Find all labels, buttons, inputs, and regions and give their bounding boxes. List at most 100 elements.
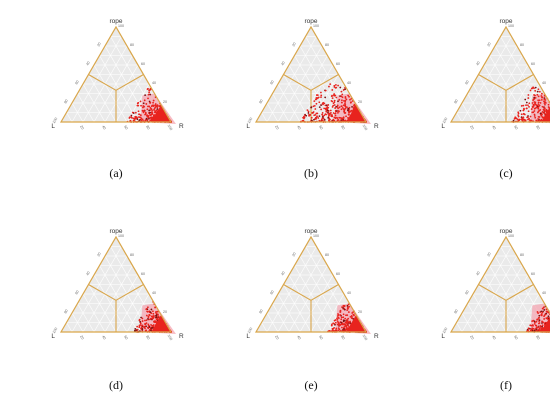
triangle-border [254, 25, 368, 123]
scatter-point [141, 317, 144, 320]
tick-label-r: 80 [535, 125, 540, 130]
scatter-point [338, 322, 340, 325]
scatter-point [131, 111, 134, 114]
tick-label-rope: 60 [141, 272, 145, 276]
scatter-point [146, 326, 149, 329]
scatter-point [542, 109, 545, 111]
scatter-point [138, 324, 141, 327]
scatter-point [541, 105, 544, 108]
scatter-point [321, 112, 324, 114]
region-boundaries [478, 74, 534, 122]
scatter-point [521, 119, 524, 121]
scatter-point [330, 324, 333, 327]
scatter-point [147, 88, 149, 90]
scatter-point [342, 307, 345, 309]
vertex-label-l: L [441, 333, 445, 340]
ternary-panel-a: rope L R 100 80 60 40 20 20 40 60 80 100 20 40 60 80 100 [45, 15, 195, 150]
ternary-panel-d: rope L R 100 80 60 40 20 20 40 60 80 100 20 40 60 80 100 [45, 225, 195, 360]
scatter-point [339, 311, 342, 313]
scatter-point [346, 304, 349, 307]
scatter-point [344, 107, 347, 110]
scatter-point [539, 327, 542, 329]
tick-label-l: 80 [453, 309, 458, 314]
scatter-point [320, 108, 323, 111]
tick-label-l: 100 [52, 327, 58, 334]
scatter-point [350, 101, 352, 104]
scatter-point [140, 326, 143, 329]
scatter-point [152, 312, 155, 315]
scatter-point [144, 94, 147, 97]
tick-label-rope: 60 [336, 62, 340, 66]
scatter-point [333, 93, 336, 95]
scatter-point [525, 104, 527, 107]
tick-label-l: 100 [442, 327, 448, 334]
scatter-point [149, 119, 152, 122]
tick-label-l: 40 [475, 271, 480, 276]
dense-core [151, 314, 171, 332]
scatter-point [336, 117, 339, 119]
scatter-point [146, 306, 149, 309]
tick-label-rope: 100 [313, 24, 319, 28]
scatter-point [339, 86, 342, 89]
scatter-point [140, 316, 142, 319]
scatter-point [524, 119, 527, 122]
scatter-point [543, 309, 546, 311]
scatter-point [139, 114, 142, 117]
scatter-point [130, 116, 133, 118]
scatter-point [156, 310, 159, 313]
scatter-point [337, 317, 340, 320]
scatter-point [148, 109, 151, 112]
scatter-point [343, 326, 346, 328]
scatter-point [347, 311, 350, 313]
scatter-point [340, 95, 343, 98]
scatter-point [351, 312, 354, 314]
ternary-plot: rope L R 100 80 60 40 20 20 40 60 80 100 20 40 60 80 100 [51, 18, 184, 131]
scatter-point [531, 87, 534, 90]
scatter-point [543, 98, 546, 101]
scatter-point [333, 116, 336, 119]
scatter-point [146, 310, 148, 313]
panel-caption: (a) [109, 166, 123, 180]
scatter-point [527, 110, 530, 113]
scatter-point [314, 108, 317, 110]
scatter-point [342, 313, 345, 316]
scatter-point [343, 112, 346, 114]
tick-label-r: 80 [340, 335, 345, 340]
scatter-point [527, 327, 530, 330]
scatter-point [537, 101, 540, 104]
tick-label-r: 80 [145, 125, 150, 130]
scatter-point [330, 95, 333, 98]
tick-label-l: 40 [85, 61, 90, 66]
scatter-point [134, 117, 137, 120]
scatter-point [340, 316, 343, 319]
tick-label-r: 20 [469, 125, 474, 130]
scatter-point [346, 324, 349, 326]
scatter-point [322, 116, 324, 118]
tick-label-l: 40 [280, 271, 285, 276]
scatter-point [347, 303, 350, 306]
scatter-point [334, 94, 337, 97]
scatter-point [539, 325, 542, 328]
scatter-point [318, 101, 321, 104]
scatter-point [539, 112, 542, 115]
scatter-point [334, 86, 337, 89]
scatter-point [157, 313, 159, 316]
scatter-point [156, 104, 159, 107]
scatter-point [527, 104, 529, 107]
scatter-point [326, 109, 329, 112]
scatter-point [328, 85, 330, 88]
scatter-point [330, 99, 333, 102]
scatter-point [144, 319, 146, 322]
scatter-point [545, 109, 548, 112]
scatter-point [141, 320, 144, 322]
tick-label-rope: 100 [508, 24, 514, 28]
scatter-point [151, 324, 154, 327]
vertex-label-l: L [51, 123, 55, 130]
scatter-point [528, 102, 531, 105]
scatter-point [325, 113, 328, 116]
scatter-point [333, 84, 336, 87]
scatter-point [338, 106, 341, 109]
scatter-point [541, 96, 544, 99]
